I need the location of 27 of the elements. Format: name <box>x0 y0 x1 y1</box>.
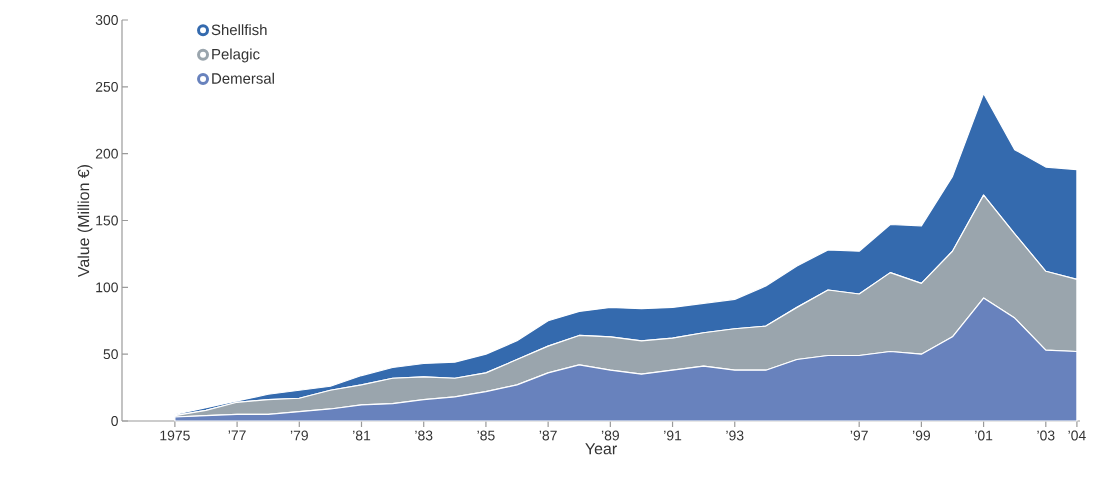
y-tick-label: 300 <box>95 15 118 25</box>
legend-label: Pelagic <box>212 48 260 63</box>
x-tick-label: ’04 <box>1068 430 1086 441</box>
x-tick-label: ’97 <box>850 430 868 441</box>
x-tick-label: ’81 <box>353 430 371 441</box>
x-tick-label: ’85 <box>477 430 495 441</box>
x-tick-label: ’03 <box>1037 430 1055 441</box>
x-tick-label: ’83 <box>415 430 433 441</box>
y-tick-label: 200 <box>95 148 118 159</box>
x-tick-label: ’99 <box>912 430 931 441</box>
x-tick-label: ’93 <box>726 430 744 441</box>
legend-label: Shellfish <box>211 24 267 36</box>
x-tick-label: ’01 <box>975 430 993 441</box>
x-tick-label: ’77 <box>228 430 246 441</box>
x-tick-label: 1975 <box>160 430 190 441</box>
y-tick-label: 250 <box>95 81 118 92</box>
x-tick-label: ’79 <box>290 430 308 441</box>
x-tick-label: ’89 <box>601 430 619 441</box>
y-tick-label: 0 <box>111 416 118 426</box>
legend-label: Demersal <box>212 72 274 84</box>
x-tick-label: ’87 <box>539 430 557 441</box>
y-tick-label: 50 <box>103 349 118 360</box>
x-tick-label: ’91 <box>664 430 682 441</box>
x-axis-title: Year <box>585 443 617 455</box>
y-tick-label: 150 <box>96 215 118 226</box>
y-axis-title: Value (Million €) <box>77 164 93 277</box>
y-tick-label: 100 <box>96 282 118 293</box>
